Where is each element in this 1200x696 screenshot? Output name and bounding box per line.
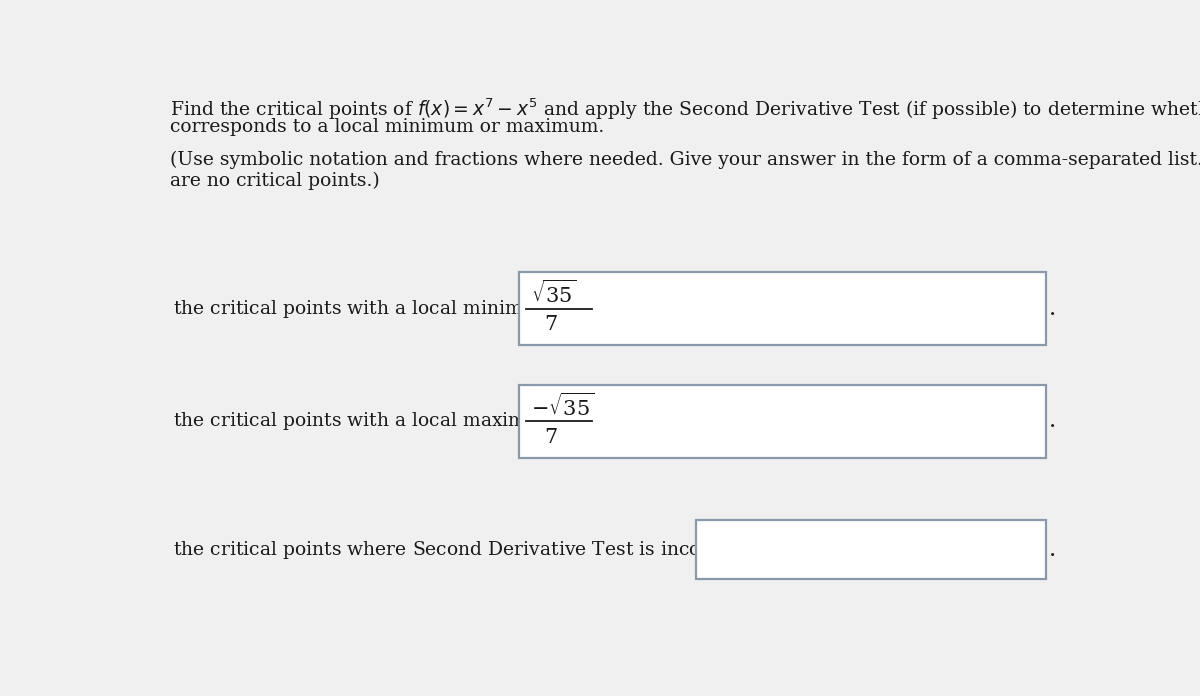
Text: the critical points with a local maximum at $x$ =: the critical points with a local maximum… [173, 410, 619, 432]
Text: Find the critical points of $f(x) = x^7 - x^5$ and apply the Second Derivative T: Find the critical points of $f(x) = x^7 … [170, 97, 1200, 122]
Text: .: . [1049, 410, 1056, 432]
Text: (Use symbolic notation and fractions where needed. Give your answer in the form : (Use symbolic notation and fractions whe… [170, 150, 1200, 168]
Text: $-\sqrt{35}$: $-\sqrt{35}$ [532, 393, 594, 420]
Text: .: . [1049, 539, 1056, 561]
Text: $\sqrt{35}$: $\sqrt{35}$ [532, 280, 577, 307]
Text: 7: 7 [545, 428, 558, 447]
Text: the critical points with a local minimum at $x$ =: the critical points with a local minimum… [173, 298, 616, 319]
FancyBboxPatch shape [696, 521, 1045, 579]
FancyBboxPatch shape [520, 385, 1045, 457]
Text: the critical points where Second Derivative Test is inconclusive at $x$ =: the critical points where Second Derivat… [173, 539, 841, 561]
Text: .: . [1049, 298, 1056, 319]
Text: are no critical points.): are no critical points.) [170, 172, 380, 190]
Text: corresponds to a local minimum or maximum.: corresponds to a local minimum or maximu… [170, 118, 605, 136]
FancyBboxPatch shape [520, 272, 1045, 345]
Text: 7: 7 [545, 315, 558, 334]
